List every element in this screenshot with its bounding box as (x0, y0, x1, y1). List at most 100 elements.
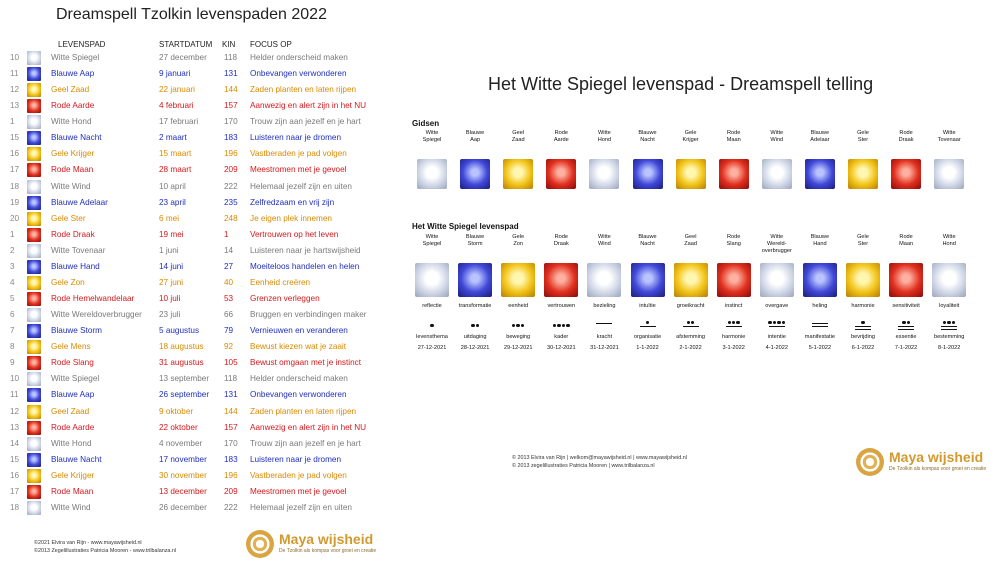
row-levenspad: Blauwe Adelaar (51, 197, 108, 207)
row-number: 12 (10, 85, 20, 95)
sun-logo-icon (246, 530, 274, 558)
row-kin: 209 (224, 165, 238, 175)
pad-seal-name: Blauwe Storm (457, 234, 493, 248)
row-levenspad: Rode Slang (51, 358, 94, 368)
row-levenspad: Blauwe Nacht (51, 454, 102, 464)
solar-seal-icon (848, 159, 878, 189)
gids-name-line: Witte (598, 130, 611, 136)
row-startdatum: 30 november (159, 470, 207, 480)
gids-name: Rode Draak (888, 130, 924, 144)
solar-seal-icon (27, 163, 41, 178)
tone-bar (596, 322, 613, 324)
tone-bar (811, 325, 828, 327)
row-number: 4 (10, 277, 15, 287)
pad-seal-name: Witte Hond (931, 234, 967, 248)
tone-dot (781, 321, 786, 325)
seal-keyword: groeikracht (676, 303, 705, 309)
table-row: 12 Geel Zaad 9 oktober 144 Zaden planten en … (0, 404, 400, 420)
tone-name: kader (554, 334, 569, 340)
row-kin: 118 (224, 53, 238, 62)
row-kin: 222 (224, 181, 238, 191)
row-number: 13 (10, 422, 20, 432)
tone-dot (727, 321, 731, 325)
pad-seal-name-line: Rode (554, 234, 568, 240)
tone-name: kracht (596, 334, 612, 340)
levenspad-title: Het Witte Spiegel levenspad - Dreamspell… (488, 74, 874, 94)
table-row: 13 Rode Aarde 4 februari 157 Aanwezig en ale… (0, 98, 400, 114)
seal-keyword: eenheid (508, 303, 529, 309)
logo-tagline: De Tzolkin als kompas voor groei en crea… (279, 548, 377, 554)
gids-name-line: Spiegel (422, 137, 442, 143)
row-levenspad: Witte Spiegel (51, 374, 100, 384)
solar-seal-icon (27, 243, 41, 258)
row-focus: Vernieuwen en veranderen (250, 326, 348, 336)
row-focus: Aanwezig en alert zijn in het NU (250, 101, 367, 111)
solar-seal-icon (759, 263, 794, 297)
tone-name: essentie (895, 334, 917, 340)
tone-dot (430, 324, 434, 328)
table-row: 19 Blauwe Adelaar 23 april 235 Zelfredzaam e… (0, 195, 400, 211)
tone-name: intentie (767, 334, 786, 340)
pad-seal-name: Rode Maan (888, 234, 924, 248)
row-levenspad: Gele Krijger (51, 149, 95, 159)
header-startdatum: STARTDATUM (159, 40, 213, 49)
row-levenspad: Witte Hond (51, 438, 92, 448)
overview-title: Dreamspell Tzolkin levenspaden 2022 (56, 6, 327, 23)
gids-name-line: Gele (684, 130, 697, 136)
solar-seal-icon (27, 308, 41, 323)
row-kin: 66 (224, 310, 234, 320)
row-number: 17 (10, 165, 20, 175)
table-row: 15 Blauwe Nacht 2 maart 183 Luisteren naar j… (0, 130, 400, 146)
row-number: 10 (10, 53, 20, 62)
solar-seal-icon (27, 324, 41, 339)
pad-seal-name-line: Storm (467, 241, 483, 247)
tone-bar (811, 322, 828, 324)
logo-name: Maya wijsheid (889, 449, 984, 465)
table-row: 5 Rode Hemelwandelaar 10 juli 53 Grenzen ver… (0, 291, 400, 307)
row-number: 14 (10, 438, 20, 448)
row-focus: Je eigen plek innemen (250, 213, 332, 223)
gids-name-line: Rode (899, 130, 913, 136)
table-row: 11 Blauwe Aap 9 januari 131 Onbevangen verwo… (0, 66, 400, 82)
solar-seal-icon (632, 159, 663, 189)
row-focus: Bruggen en verbindingen maker (250, 310, 367, 320)
row-startdatum: 9 januari (159, 69, 191, 79)
row-startdatum: 15 maart (159, 149, 192, 159)
pad-seal-name-line: overbrugger (761, 248, 792, 254)
gids-name-line: Blauwe (638, 130, 657, 136)
pad-seal-name: Blauwe Nacht (630, 234, 666, 248)
gids-name-line: Tovenaar (937, 137, 961, 143)
row-kin: 53 (224, 294, 234, 304)
row-kin: 79 (224, 326, 234, 336)
row-levenspad: Geel Zaad (51, 85, 90, 95)
table-row: 20 Gele Ster 6 mei 248 Je eigen plek innemen (0, 211, 400, 227)
row-kin: 222 (224, 502, 238, 512)
pad-seal-name-line: Gele (857, 234, 869, 240)
tone-bar (725, 325, 742, 327)
row-number: 18 (10, 502, 20, 512)
tone-bar (898, 325, 915, 327)
tone-dot (552, 324, 557, 328)
tone-dot (475, 324, 479, 328)
solar-seal-icon (718, 159, 749, 189)
gids-name: Gele Ster (845, 130, 881, 144)
table-row: 4 Gele Zon 27 juni 40 Eenheid creëren (0, 275, 400, 291)
row-levenspad: Gele Ster (51, 213, 86, 223)
solar-seal-icon (846, 263, 880, 297)
table-row: 14 Witte Hond 4 november 170 Trouw zijn aan … (0, 436, 400, 452)
pad-seal-name: Blauwe Hand (802, 234, 838, 248)
row-number: 9 (10, 358, 15, 368)
row-startdatum: 18 augustus (159, 342, 204, 352)
pad-seal-name-line: Blauwe (638, 234, 657, 240)
tone-dot (686, 321, 691, 325)
tone-name: manifestatie (804, 334, 835, 340)
row-startdatum: 17 februari (159, 117, 199, 127)
seal-date: 6-1-2022 (851, 345, 875, 351)
row-levenspad: Blauwe Hand (51, 261, 100, 271)
tone-number-glyph (584, 321, 624, 331)
pad-seal-name-line: Geel (684, 234, 697, 240)
row-startdatum: 22 januari (159, 85, 195, 95)
tone-bar (682, 325, 699, 327)
row-focus: Eenheid creëren (250, 277, 311, 287)
solar-seal-icon (27, 388, 41, 403)
